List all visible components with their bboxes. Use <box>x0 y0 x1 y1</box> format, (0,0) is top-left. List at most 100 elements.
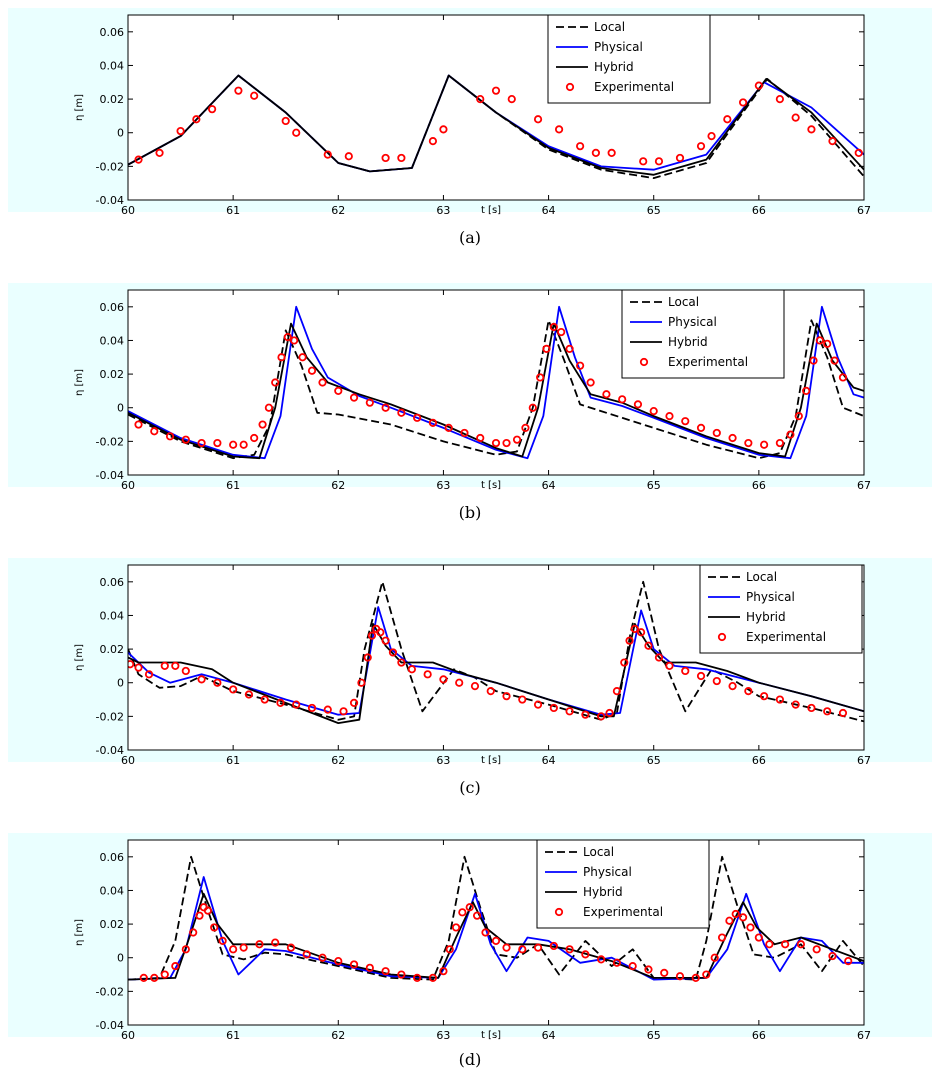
y-tick-label: 0 <box>117 952 124 965</box>
legend: Local Physical Hybrid Experimental <box>621 289 785 379</box>
marker-experimental <box>660 968 669 977</box>
marker-experimental <box>486 687 495 696</box>
marker-experimental <box>744 687 753 696</box>
y-tick-label: 0 <box>117 127 124 140</box>
marker-experimental <box>258 420 267 429</box>
x-tick-label: 61 <box>226 1029 240 1040</box>
marker-experimental <box>213 438 222 448</box>
marker-experimental <box>746 923 755 932</box>
marker-experimental <box>565 344 574 353</box>
x-tick-label: 61 <box>226 204 240 215</box>
marker-experimental <box>189 928 198 937</box>
marker-experimental <box>229 945 238 954</box>
marker-experimental <box>128 660 135 669</box>
series-line-local <box>128 319 864 460</box>
marker-experimental <box>357 678 366 687</box>
legend-box <box>547 14 711 104</box>
marker-experimental <box>644 965 653 974</box>
marker-experimental <box>639 157 648 166</box>
marker-experimental <box>796 940 806 949</box>
marker-experimental <box>334 386 343 396</box>
marker-experimental <box>439 967 448 976</box>
marker-experimental <box>260 695 269 704</box>
y-tick-label: 0.02 <box>100 643 125 656</box>
marker-experimental <box>445 945 454 954</box>
marker-experimental <box>397 153 406 163</box>
marker-experimental <box>407 665 416 674</box>
marker-experimental <box>536 373 545 382</box>
x-tick-label: 65 <box>647 754 661 765</box>
marker-experimental <box>612 687 622 696</box>
marker-experimental <box>765 940 774 949</box>
marker-experimental <box>428 137 438 146</box>
legend-label-physical: Physical <box>668 315 717 329</box>
marker-experimental <box>491 438 501 448</box>
legend: Local Physical Hybrid Experimental <box>536 839 710 929</box>
x-tick-label: 65 <box>647 204 661 215</box>
marker-experimental <box>597 712 606 721</box>
marker-experimental <box>444 423 453 433</box>
y-tick-label: 0.04 <box>100 334 125 347</box>
marker-experimental <box>323 150 332 159</box>
marker-experimental <box>581 950 590 959</box>
legend-marker-experimental <box>554 907 564 917</box>
marker-experimental <box>397 970 406 979</box>
marker-experimental <box>181 435 190 444</box>
marker-experimental <box>844 956 853 966</box>
marker-experimental <box>728 433 737 443</box>
x-tick-label: 67 <box>857 754 871 765</box>
x-tick-label: 64 <box>542 1029 556 1040</box>
series-group <box>128 855 864 983</box>
marker-experimental <box>165 432 175 441</box>
marker-experimental <box>607 148 616 158</box>
marker-experimental <box>754 933 763 942</box>
marker-experimental <box>365 398 374 407</box>
marker-experimental <box>388 648 398 657</box>
marker-experimental <box>210 923 219 932</box>
axes-box <box>127 564 865 751</box>
x-tick-label: 62 <box>331 204 345 215</box>
marker-experimental <box>150 973 159 983</box>
marker-experimental <box>451 923 461 932</box>
marker-experimental <box>738 98 748 107</box>
marker-experimental <box>349 393 359 402</box>
marker-experimental <box>476 433 485 443</box>
marker-experimental <box>557 327 566 337</box>
marker-experimental <box>760 440 769 449</box>
marker-experimental <box>277 353 286 362</box>
marker-experimental <box>597 955 606 964</box>
marker-experimental <box>134 155 143 164</box>
marker-experimental <box>731 909 740 919</box>
marker-experimental <box>381 153 390 163</box>
marker-experimental <box>809 356 818 365</box>
marker-experimental <box>134 663 143 672</box>
marker-experimental <box>554 125 564 134</box>
plot-area <box>128 15 864 200</box>
marker-experimental <box>838 708 848 718</box>
marker-experimental <box>181 666 190 676</box>
marker-experimental <box>491 936 501 946</box>
marker-experimental <box>286 943 296 952</box>
marker-experimental <box>542 344 551 353</box>
legend-label-experimental: Experimental <box>594 80 674 94</box>
legend-label-hybrid: Hybrid <box>668 335 708 349</box>
chart-b: 60 61 62 63 64 65 66 67 -0.04 -0.02 0 0.02 0.04 0.06 t… <box>8 283 932 490</box>
marker-experimental <box>363 653 372 662</box>
x-tick-label: 61 <box>226 754 240 765</box>
x-axis-label: t [s] <box>481 480 501 490</box>
x-tick-label: 62 <box>331 1029 345 1040</box>
marker-experimental <box>754 81 763 90</box>
marker-experimental <box>334 956 343 966</box>
caption-c: (c) <box>459 778 481 797</box>
y-axis-label: η [m] <box>74 369 85 396</box>
marker-experimental <box>602 390 611 399</box>
marker-experimental <box>381 636 390 645</box>
marker-experimental <box>271 938 280 947</box>
marker-experimental <box>738 913 748 922</box>
y-tick-label: -0.04 <box>96 744 124 757</box>
marker-experimental <box>292 700 301 709</box>
y-tick-label: -0.02 <box>96 435 124 448</box>
marker-experimental <box>502 692 511 701</box>
marker-experimental <box>518 945 527 954</box>
marker-experimental <box>576 142 585 151</box>
